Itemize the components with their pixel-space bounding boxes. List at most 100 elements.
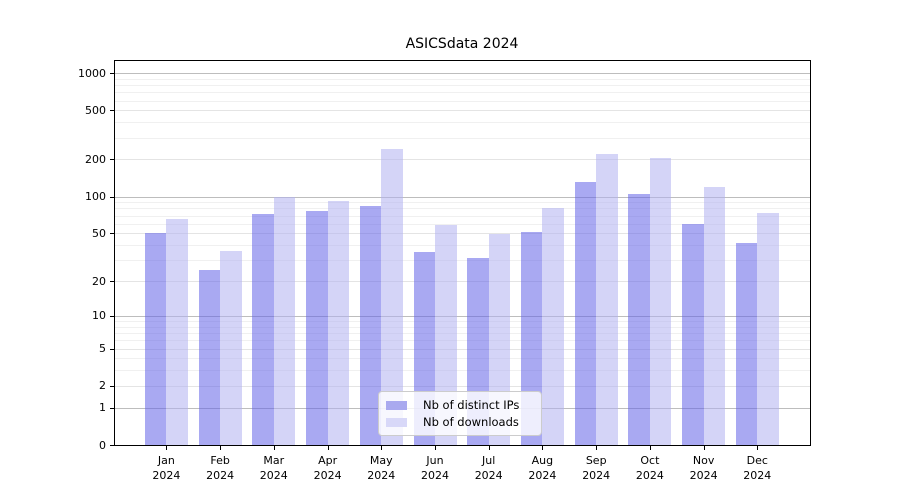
bar-downloads-dec <box>757 212 779 445</box>
x-tick-label: Jan 2024 <box>138 453 194 483</box>
gridline <box>115 92 810 94</box>
bar-downloads-may <box>381 149 403 445</box>
legend-item-downloads: Nb of downloads <box>386 415 533 430</box>
x-tick-label-year: 2024 <box>743 469 772 482</box>
x-tick-label: Aug 2024 <box>514 453 570 483</box>
plot-area <box>114 60 811 446</box>
x-tick-label-month: Dec <box>746 454 768 467</box>
x-tick-mark <box>703 446 705 450</box>
gridline <box>115 260 810 262</box>
x-tick-label-month: Jul <box>482 454 496 467</box>
y-tick-label: 1000 <box>78 66 106 80</box>
legend-item-distinct-ips: Nb of distinct IPs <box>386 398 533 413</box>
x-tick-label-year: 2024 <box>367 469 396 482</box>
chart-title: ASICSdata 2024 <box>405 36 519 52</box>
x-tick-label-month: Jan <box>157 454 175 467</box>
gridline <box>115 233 810 235</box>
bar-distinct-ips-mar <box>252 214 274 445</box>
gridline <box>115 122 810 124</box>
bar-distinct-ips-feb <box>198 269 221 445</box>
gridline <box>115 326 810 328</box>
y-tick-mark <box>110 315 114 317</box>
x-tick-label: Sep 2024 <box>568 453 624 483</box>
x-tick-label: Jun 2024 <box>407 453 463 483</box>
y-tick-label: 5 <box>99 342 106 355</box>
gridline <box>115 348 810 350</box>
x-tick-label-year: 2024 <box>152 469 181 482</box>
bar-distinct-ips-may <box>359 206 382 445</box>
gridline <box>115 137 810 139</box>
y-tick-mark <box>110 110 114 112</box>
y-tick-label: 100 <box>85 190 106 203</box>
gridline <box>115 315 810 317</box>
y-tick-mark <box>110 159 114 161</box>
y-tick-mark <box>110 445 114 446</box>
gridline <box>115 223 810 225</box>
gridline <box>115 321 810 322</box>
gridline <box>115 358 810 360</box>
legend-label-downloads: Nb of downloads <box>423 415 519 429</box>
legend-label-distinct-ips: Nb of distinct IPs <box>423 398 520 412</box>
x-tick-label-month: May <box>369 454 393 467</box>
x-tick-mark <box>166 446 168 450</box>
gridline <box>115 85 810 86</box>
x-tick-label: Apr 2024 <box>300 453 356 483</box>
x-tick-mark <box>381 446 383 450</box>
x-tick-label-month: Jun <box>426 454 444 467</box>
x-tick-label-month: Aug <box>531 454 554 467</box>
bar-distinct-ips-oct <box>628 193 650 445</box>
y-tick-label: 1 <box>99 401 106 415</box>
gridline <box>115 196 810 198</box>
gridline <box>115 202 810 204</box>
y-tick-label: 2 <box>99 379 106 393</box>
x-tick-label: Oct 2024 <box>622 453 678 483</box>
x-tick-label-month: Oct <box>640 454 660 467</box>
x-tick-label: Mar 2024 <box>246 453 302 483</box>
x-tick-label-year: 2024 <box>582 469 611 482</box>
x-tick-label-month: Apr <box>318 454 338 467</box>
x-tick-mark <box>273 446 275 450</box>
gridline <box>115 370 810 372</box>
x-tick-label-year: 2024 <box>421 469 449 482</box>
x-tick-label: Dec 2024 <box>729 453 785 483</box>
x-tick-mark <box>542 446 544 450</box>
y-tick-mark <box>110 385 114 387</box>
bar-distinct-ips-nov <box>682 223 704 445</box>
bar-downloads-oct <box>649 158 672 445</box>
bar-distinct-ips-sep <box>574 181 597 445</box>
x-tick-label-year: 2024 <box>313 469 342 482</box>
gridline <box>115 281 810 283</box>
x-tick-label-year: 2024 <box>635 469 664 482</box>
gridline <box>115 110 810 112</box>
gridline <box>115 245 810 246</box>
gridline <box>115 333 810 334</box>
y-tick-label: 50 <box>92 226 106 240</box>
y-tick-label: 10 <box>92 309 106 323</box>
bar-downloads-mar <box>273 196 296 445</box>
bar-downloads-nov <box>703 187 726 445</box>
x-tick-label: Nov 2024 <box>676 453 732 483</box>
y-tick-mark <box>110 196 114 198</box>
x-tick-label-year: 2024 <box>689 469 718 482</box>
bar-downloads-jan <box>166 218 188 445</box>
x-tick-label-month: Mar <box>263 454 285 467</box>
x-tick-label-month: Sep <box>585 454 607 467</box>
legend-swatch-downloads <box>386 418 407 427</box>
y-tick-mark <box>110 407 114 409</box>
y-tick-label: 20 <box>92 274 106 288</box>
gridline <box>115 208 810 210</box>
gridline <box>115 385 810 387</box>
x-tick-mark <box>327 446 329 450</box>
gridline <box>115 340 810 342</box>
x-tick-label-year: 2024 <box>259 469 288 482</box>
bar-downloads-apr <box>327 200 350 445</box>
bar-distinct-ips-dec <box>735 242 758 445</box>
x-tick-label: Jul 2024 <box>461 453 517 483</box>
x-tick-mark <box>488 446 490 450</box>
y-tick-label: 500 <box>85 103 106 117</box>
legend-swatch-distinct-ips <box>386 401 407 410</box>
x-tick-label: Feb 2024 <box>192 453 248 483</box>
x-tick-label-year: 2024 <box>528 469 557 482</box>
gridline <box>115 73 810 74</box>
